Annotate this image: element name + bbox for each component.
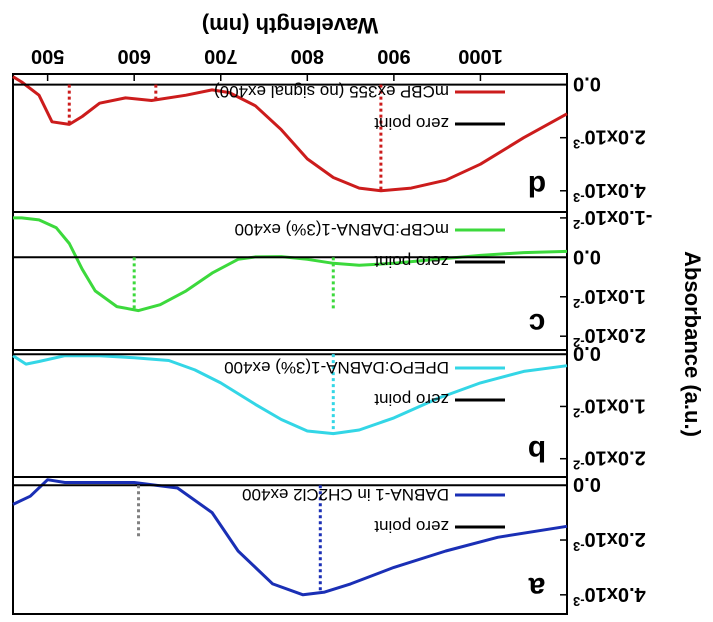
y-tick-label: -1.0x10-2 xyxy=(573,206,652,232)
y-tick-label-exponent: -2 xyxy=(573,217,585,232)
x-tick-label: 500 xyxy=(31,45,64,67)
y-tick-label-exponent: -3 xyxy=(573,137,585,152)
y-tick-label-base: -1.0x10 xyxy=(585,206,653,228)
y-tick-label-base: 4.0x10 xyxy=(585,583,646,605)
panel-letter: a xyxy=(528,571,545,604)
panel-letter: c xyxy=(529,307,546,340)
y-tick-label-exponent: -2 xyxy=(573,458,585,473)
x-tick-label: 800 xyxy=(291,45,324,67)
y-tick-label: 2.0x10-3 xyxy=(573,126,646,152)
y-tick-label-base: 2.0x10 xyxy=(585,528,646,550)
panel-letter: b xyxy=(528,434,546,467)
legend-label: mCBP ex355 (no signal ex400) xyxy=(214,82,449,101)
y-tick-label-base: 2.0x10 xyxy=(585,324,646,346)
spectrum-line xyxy=(13,216,568,313)
panel-letter: d xyxy=(528,169,546,202)
legend-label: zero point xyxy=(374,252,449,271)
x-axis-label: Wavelength (nm) xyxy=(202,13,378,38)
y-tick-label-exponent: -3 xyxy=(573,539,585,554)
y-tick-label: 1.0x10-2 xyxy=(573,285,646,311)
y-tick-label-exponent: -2 xyxy=(573,405,585,420)
spectrum-line xyxy=(12,478,568,597)
legend-label: zero point xyxy=(374,517,449,536)
legend-label: zero point xyxy=(374,114,449,133)
legend-label: DPEPO:DABNA-1(3%) ex400 xyxy=(224,358,449,377)
y-tick-label: 2.0x10-2 xyxy=(573,324,646,350)
y-axis-label: Absorbance (a.u.) xyxy=(680,251,705,437)
panel-c: -1.0x10-20.01.0x10-22.0x10-2cmCBP:DABNA-… xyxy=(12,206,652,351)
spectrum-line xyxy=(12,354,568,436)
panel-frame xyxy=(12,73,568,213)
x-axis: 1000 900 800 700 600 500 xyxy=(31,45,503,81)
x-tick-label: 900 xyxy=(377,45,410,67)
legend-label: DABNA-1 in CH2Cl2 ex400 xyxy=(242,485,449,504)
y-tick-label-exponent: -3 xyxy=(573,190,585,205)
y-tick-label: 1.0x10-2 xyxy=(573,394,646,420)
y-tick-label: 2.0x10-2 xyxy=(573,447,646,473)
y-tick-label: 2.0x10-3 xyxy=(573,528,646,554)
y-tick-label: 0.0 xyxy=(573,245,601,267)
y-tick-label-base: 1.0x10 xyxy=(585,285,646,307)
y-tick-label-base: 2.0x10 xyxy=(585,126,646,148)
legend-label: mCBP:DABNA-1(3%) ex400 xyxy=(235,220,449,239)
y-tick-label-exponent: -2 xyxy=(573,335,585,350)
y-tick-label: 0.0 xyxy=(573,73,601,95)
x-tick-label: 600 xyxy=(118,45,151,67)
y-tick-label-exponent: -3 xyxy=(573,594,585,609)
y-tick-label-base: 2.0x10 xyxy=(585,447,646,469)
y-tick-label-base: 1.0x10 xyxy=(585,394,646,416)
x-tick-label: 1000 xyxy=(458,45,503,67)
y-tick-label: 0.0 xyxy=(573,473,601,495)
legend-label: zero point xyxy=(374,390,449,409)
y-tick-label-base: 4.0x10 xyxy=(585,179,646,201)
y-tick-label: 4.0x10-3 xyxy=(573,179,646,205)
y-tick-label-exponent: -2 xyxy=(573,296,585,311)
y-tick-label: 0.0 xyxy=(573,342,601,364)
y-tick-label: 4.0x10-3 xyxy=(573,583,646,609)
x-tick-label: 700 xyxy=(204,45,237,67)
spectrum-line xyxy=(12,75,568,193)
